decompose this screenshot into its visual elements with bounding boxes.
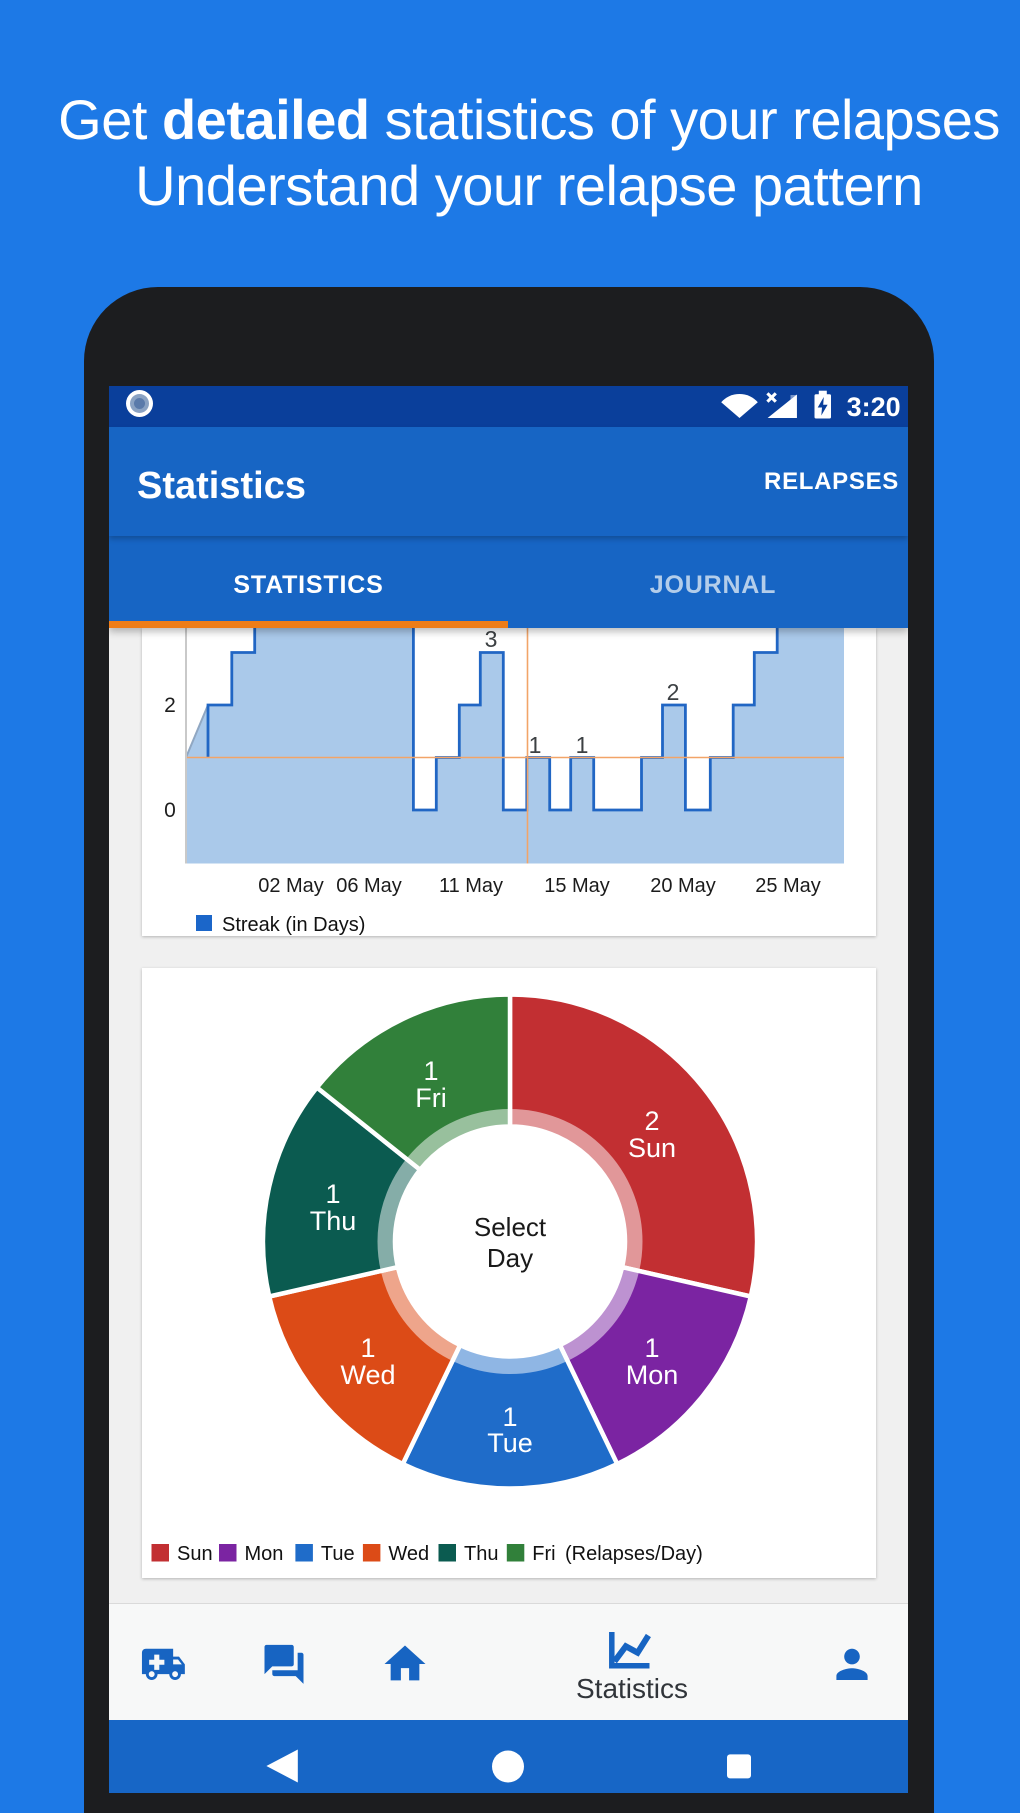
svg-text:1: 1: [529, 732, 542, 758]
svg-text:1: 1: [423, 1056, 438, 1086]
svg-text:25 May: 25 May: [755, 875, 821, 897]
svg-text:Sun: Sun: [628, 1133, 676, 1163]
svg-text:11 May: 11 May: [439, 875, 503, 897]
svg-text:Wed: Wed: [388, 1543, 429, 1565]
svg-text:1: 1: [644, 1333, 659, 1363]
svg-text:Tue: Tue: [321, 1543, 355, 1565]
svg-text:Day: Day: [487, 1243, 533, 1273]
svg-text:Thu: Thu: [310, 1206, 357, 1236]
svg-text:Mon: Mon: [245, 1543, 284, 1565]
svg-text:Thu: Thu: [464, 1543, 498, 1565]
svg-text:1: 1: [502, 1402, 517, 1432]
svg-text:Fri: Fri: [415, 1083, 446, 1113]
svg-text:3: 3: [485, 628, 498, 652]
svg-text:(Relapses/Day): (Relapses/Day): [565, 1543, 703, 1565]
svg-text:2: 2: [644, 1106, 659, 1136]
svg-text:1: 1: [576, 732, 589, 758]
svg-text:Streak (in Days): Streak (in Days): [222, 914, 365, 936]
svg-text:1: 1: [325, 1179, 340, 1209]
svg-text:2: 2: [164, 694, 176, 717]
svg-text:Wed: Wed: [340, 1360, 395, 1390]
svg-text:0: 0: [164, 799, 176, 822]
svg-text:06 May: 06 May: [336, 875, 402, 897]
svg-text:20 May: 20 May: [650, 875, 716, 897]
svg-text:Mon: Mon: [626, 1360, 679, 1390]
svg-text:2: 2: [667, 679, 680, 705]
svg-text:Sun: Sun: [177, 1543, 213, 1565]
svg-text:1: 1: [360, 1333, 375, 1363]
svg-text:Fri: Fri: [532, 1543, 555, 1565]
svg-text:15 May: 15 May: [544, 875, 610, 897]
svg-text:Tue: Tue: [487, 1428, 533, 1458]
svg-text:3:20: 3:20: [847, 392, 901, 422]
svg-text:02 May: 02 May: [258, 875, 324, 897]
svg-text:Select: Select: [474, 1212, 547, 1242]
